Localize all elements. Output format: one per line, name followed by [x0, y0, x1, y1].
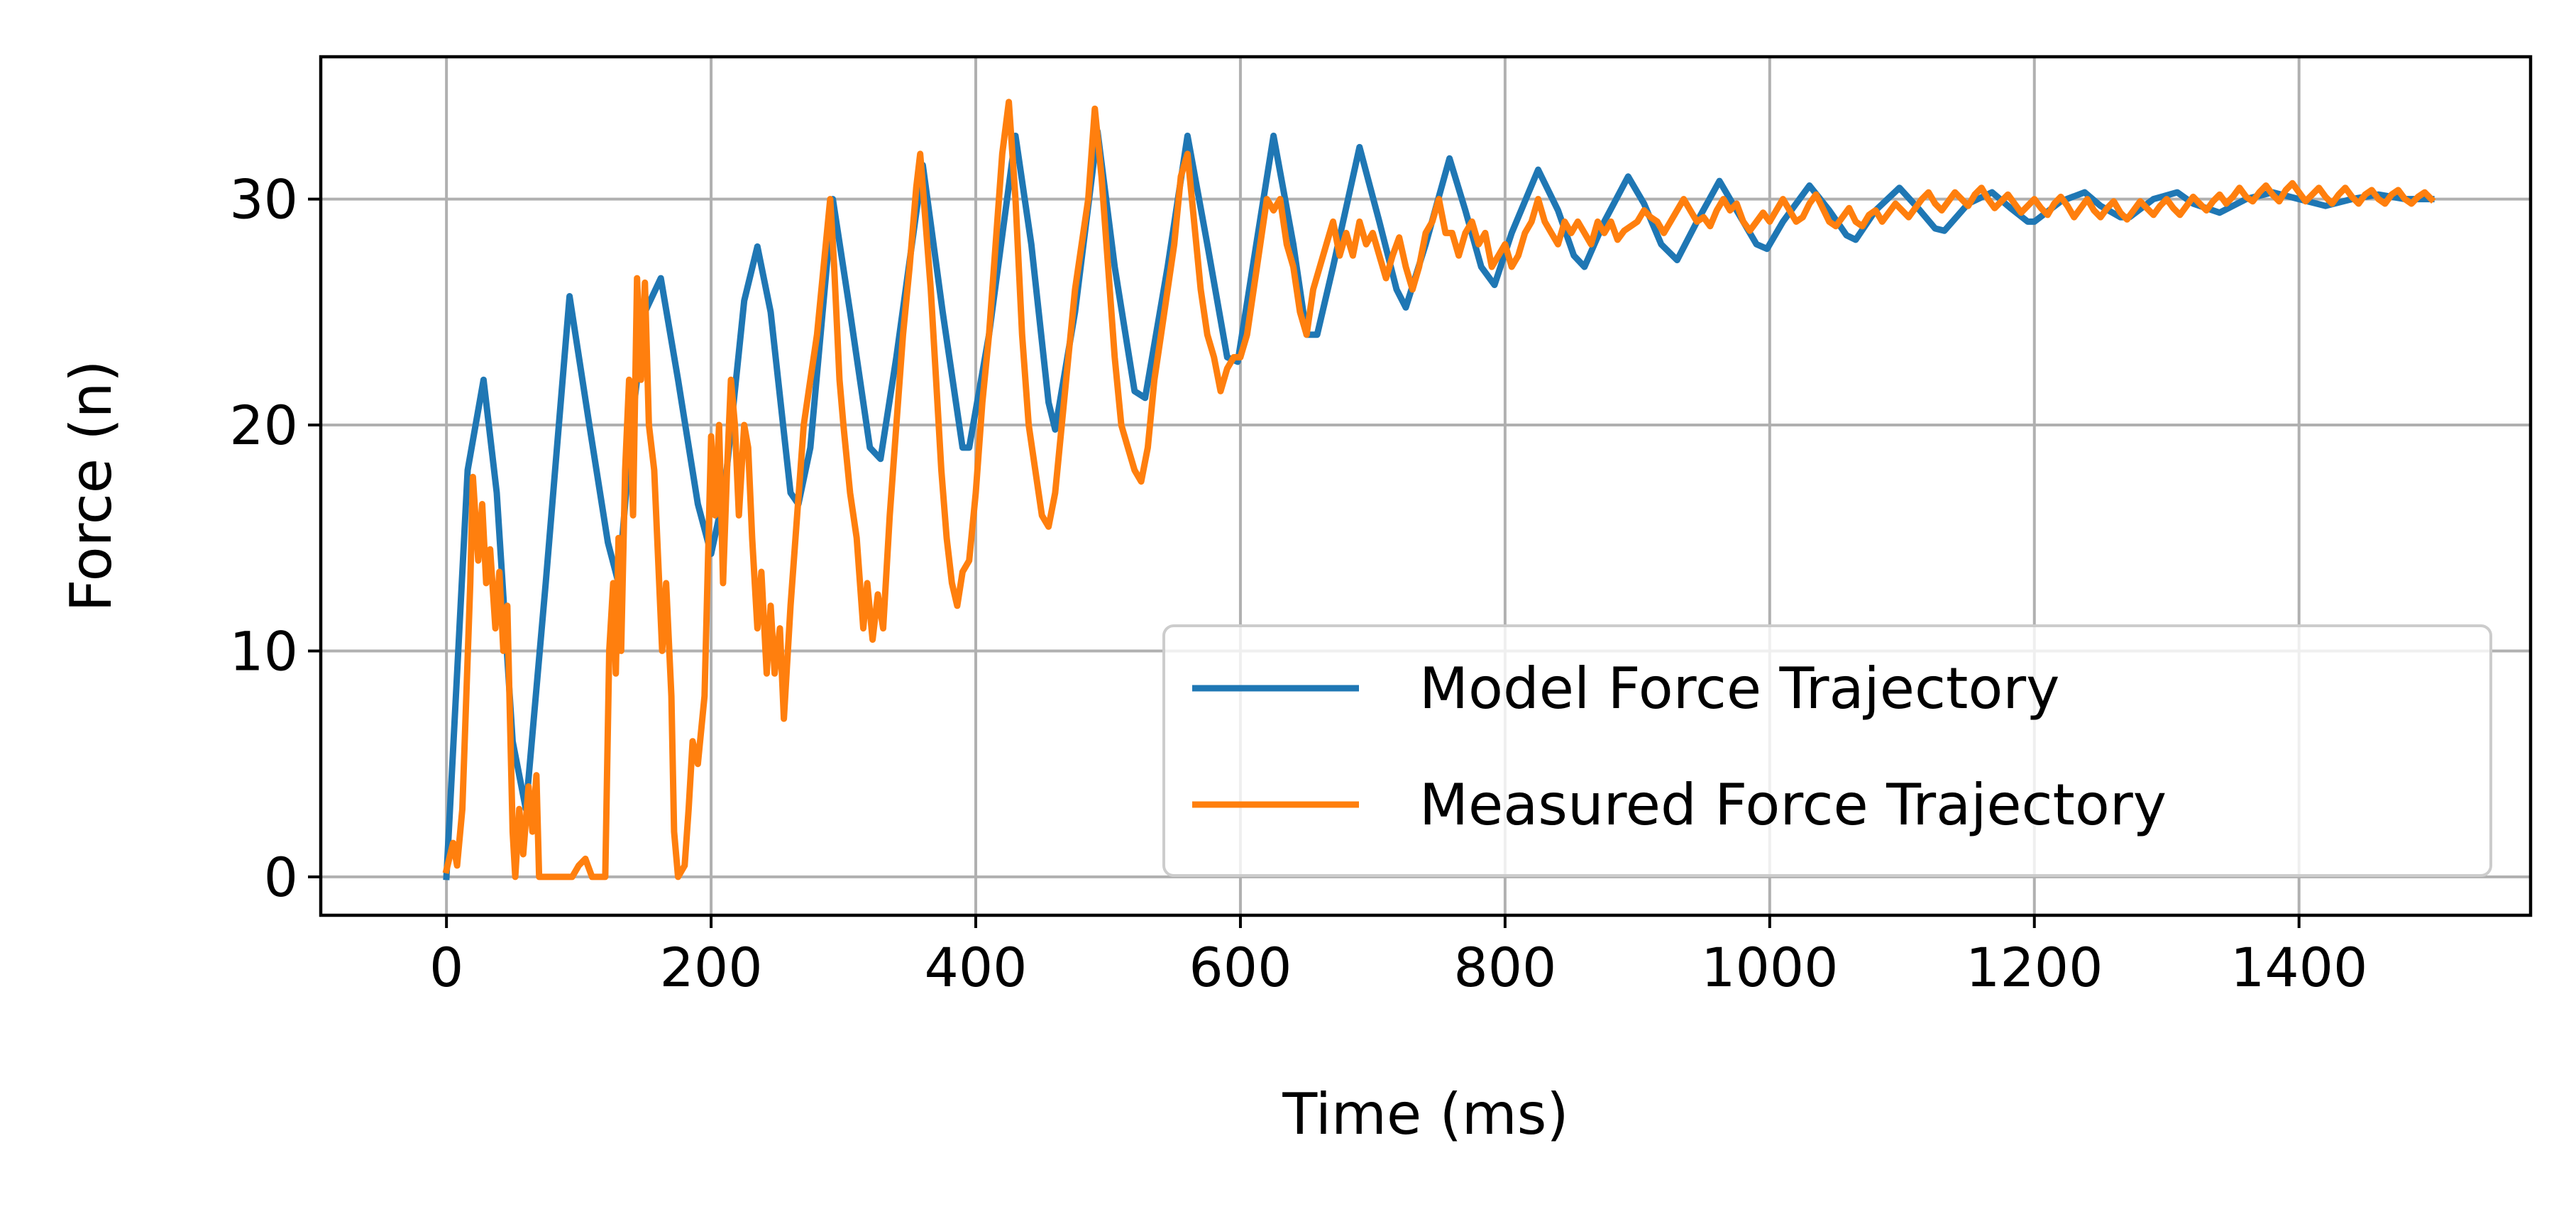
x-tick-label: 400 — [924, 936, 1027, 999]
legend-box — [1162, 624, 2492, 877]
series-layer — [442, 99, 2436, 880]
x-tick-label: 0 — [429, 936, 463, 999]
series-line-2 — [442, 99, 2436, 880]
legend-label-1: Model Force Trajectory — [1419, 656, 2060, 722]
x-tick-label: 200 — [660, 936, 763, 999]
plot-frame — [319, 55, 2533, 917]
x-tick-label: 1200 — [1966, 936, 2103, 999]
y-axis-title: Force (n) — [58, 360, 124, 612]
x-tick-label: 1000 — [1701, 936, 1838, 999]
y-tick-label: 0 — [264, 846, 298, 909]
x-tick-label: 800 — [1453, 936, 1556, 999]
legend-label-2: Measured Force Trajectory — [1419, 772, 2167, 838]
y-tick-label: 30 — [229, 168, 298, 231]
legend: Model Force Trajectory Measured Force Tra… — [1162, 624, 2492, 877]
y-tick-label: 20 — [229, 394, 298, 457]
x-tick-label: 600 — [1189, 936, 1292, 999]
y-tick-label: 10 — [229, 619, 298, 683]
x-axis-title: Time (ms) — [1282, 1081, 1568, 1147]
axis-ticks: 0 200 400 600 800 1000 1200 1400 0 10 20 30 — [229, 168, 2367, 999]
x-tick-label: 1400 — [2230, 936, 2367, 999]
